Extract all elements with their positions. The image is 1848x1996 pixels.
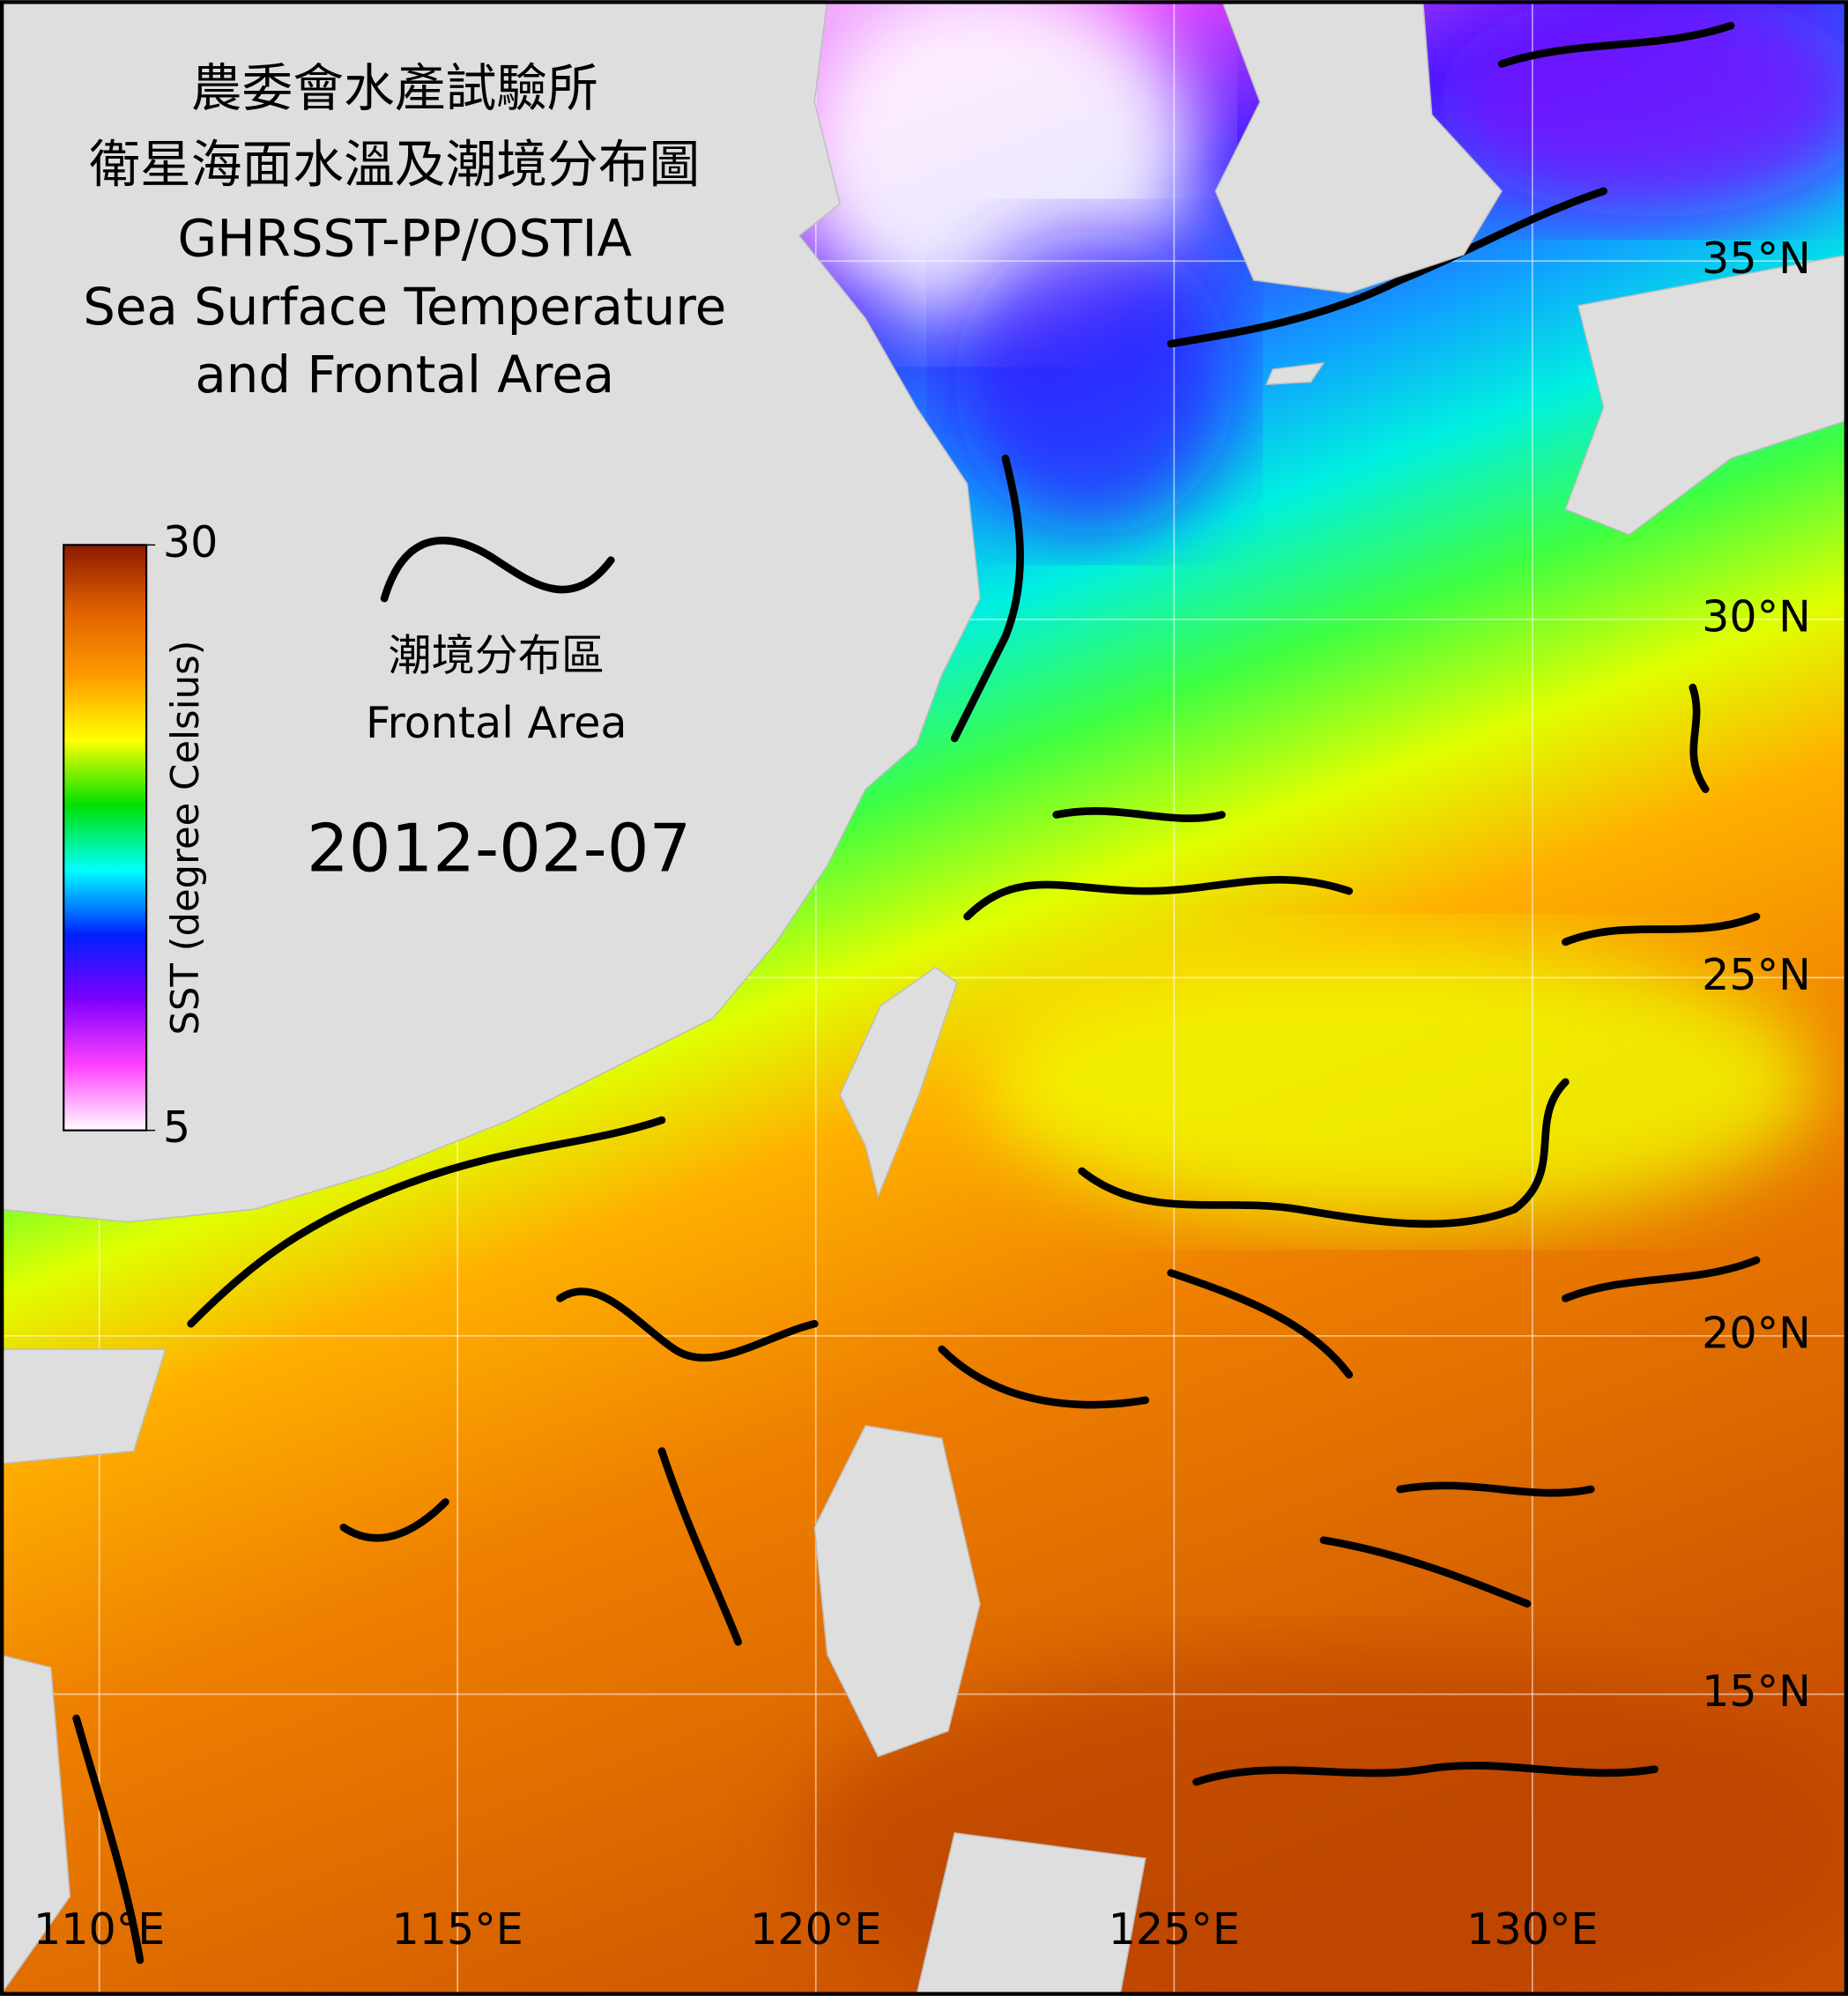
title-line: GHRSST-PP/OSTIA: [178, 208, 633, 268]
latitude-label: 35°N: [1702, 233, 1811, 284]
latitude-label: 25°N: [1702, 949, 1811, 1000]
colorbar-label: SST (degree Celsius): [164, 640, 208, 1035]
front-line: [1497, 21, 1735, 68]
latitude-label: 15°N: [1702, 1666, 1811, 1717]
vietnam: [0, 1653, 71, 1996]
longitude-label: 115°E: [392, 1903, 523, 1955]
front-line: [72, 1714, 145, 1964]
date: 2012-02-07: [307, 809, 691, 887]
front-line: [187, 1116, 666, 1328]
colorbar-tick-label: 30: [163, 516, 218, 568]
colorbar: SST (degree Celsius) 30 5: [63, 516, 218, 1153]
front-line: [1167, 1269, 1354, 1379]
front-line: [1167, 187, 1608, 348]
island: [1265, 361, 1325, 386]
title-line: and Frontal Area: [195, 345, 614, 404]
latitude-label: 30°N: [1702, 590, 1811, 642]
front-line: [1319, 1536, 1532, 1608]
front-line: [1396, 1481, 1595, 1497]
hainan: [0, 1348, 167, 1465]
mainland: [0, 0, 981, 1223]
latitude-label: 20°N: [1702, 1307, 1811, 1358]
longitude-label: 125°E: [1109, 1903, 1240, 1955]
title-line: Sea Surface Temperature: [83, 277, 726, 337]
longitude-label: 110°E: [33, 1903, 165, 1955]
legend-label: Frontal Area: [366, 697, 627, 748]
title-block: 農委會水產試驗所 衛星海面水溫及潮境分布圖 GHRSST-PP/OSTIA Se…: [83, 58, 726, 404]
title-line: 衛星海面水溫及潮境分布圖: [89, 134, 700, 194]
map-labels: 110°E 115°E 120°E 125°E 130°E 35°N 30°N 25°N 20°…: [33, 233, 1811, 1955]
front-line: [1078, 1078, 1570, 1228]
japan: [1564, 254, 1848, 536]
front-line: [556, 1287, 819, 1362]
front-line: [339, 1498, 449, 1542]
cold-water: [954, 229, 1235, 535]
legend: 潮境分布區 Frontal Area: [366, 537, 627, 748]
longitude-label: 120°E: [750, 1903, 881, 1955]
longitude-label: 130°E: [1466, 1903, 1598, 1955]
front-line: [963, 876, 1354, 921]
luzon: [813, 1424, 981, 1758]
colorbar-tick-label: 5: [163, 1102, 190, 1153]
front-line: [657, 1447, 742, 1646]
fronts: [72, 21, 1761, 1964]
legend-label: 潮境分布區: [389, 629, 605, 680]
front-line: [1562, 912, 1761, 946]
title-line: 農委會水產試驗所: [191, 58, 598, 118]
front-line: [1052, 807, 1226, 823]
colorbar-ramp: [63, 544, 148, 1132]
front-line: [950, 454, 1024, 743]
front-line: [1688, 683, 1710, 793]
korea: [1214, 0, 1503, 294]
front-line: [1192, 1762, 1659, 1786]
front-line: [938, 1345, 1150, 1409]
taiwan: [839, 966, 958, 1199]
legend-symbol: [380, 537, 615, 603]
warm-water: [980, 941, 1821, 1222]
front-line: [1562, 1256, 1761, 1302]
